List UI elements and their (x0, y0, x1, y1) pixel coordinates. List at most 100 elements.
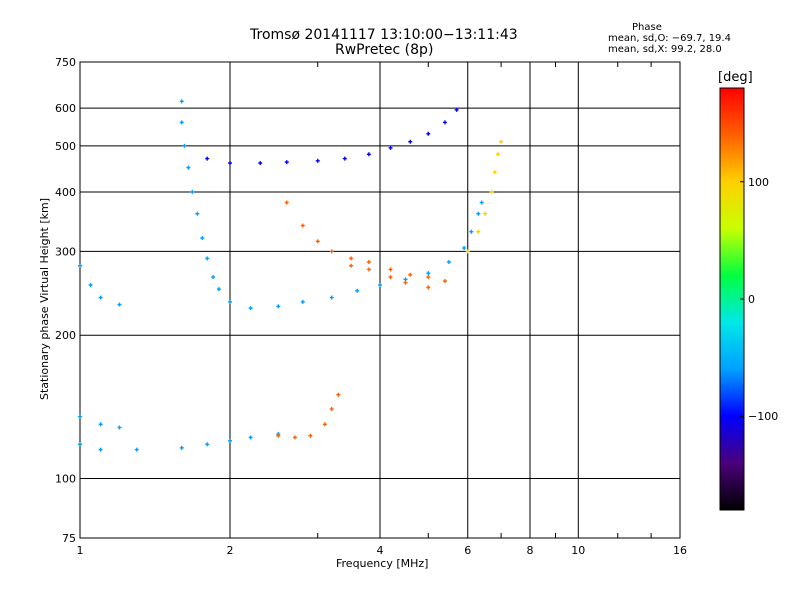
chart-title: Tromsø 20141117 13:10:00−13:11:43 (250, 27, 518, 43)
data-point (315, 158, 320, 163)
data-point (492, 170, 497, 175)
data-point (479, 200, 484, 205)
data-point (78, 414, 82, 419)
x-tick-label: 16 (673, 544, 687, 557)
data-point (200, 236, 205, 241)
data-point (190, 189, 195, 194)
data-point (336, 392, 341, 397)
colorbar-unit-label: [deg] (718, 70, 753, 85)
data-point (378, 283, 382, 288)
data-point (117, 302, 122, 307)
data-point (78, 263, 82, 268)
data-point (205, 442, 210, 447)
y-axis-label: Stationary phase Virtual Height [km] (38, 197, 51, 400)
data-point (284, 160, 289, 165)
data-point (276, 304, 281, 309)
data-point (349, 263, 354, 268)
data-point (292, 435, 297, 440)
y-tick-label: 400 (55, 186, 76, 199)
data-point (366, 152, 371, 157)
data-point (469, 229, 474, 234)
y-tick-label: 600 (55, 102, 76, 115)
data-point (495, 152, 500, 157)
y-tick-label: 500 (55, 140, 76, 153)
x-tick-label: 2 (227, 544, 234, 557)
y-tick-label: 300 (55, 245, 76, 258)
data-point (366, 267, 371, 272)
data-point (308, 433, 313, 438)
data-point (499, 139, 504, 144)
colorbar-tick-label: −100 (748, 410, 778, 423)
data-point (322, 422, 327, 427)
data-point (489, 189, 494, 194)
phase-stats-x: mean, sd,X: 99.2, 28.0 (608, 44, 722, 55)
data-point (228, 438, 232, 443)
y-tick-label: 100 (55, 473, 76, 486)
data-point (426, 275, 431, 280)
data-point (216, 287, 221, 292)
x-axis-label: Frequency [MHz] (336, 557, 429, 570)
data-point (228, 161, 232, 166)
data-point (300, 299, 305, 304)
data-point (355, 288, 360, 293)
y-tick-label: 75 (62, 532, 76, 545)
data-point (248, 306, 253, 311)
data-point (483, 211, 488, 216)
data-point (446, 260, 451, 265)
data-point (179, 99, 184, 104)
data-point (205, 256, 210, 261)
phase-stats-o: mean, sd,O: −69.7, 19.4 (608, 33, 731, 44)
phase-stats-title: Phase (632, 22, 662, 33)
data-point (179, 445, 184, 450)
data-point (195, 211, 200, 216)
data-point (388, 145, 393, 150)
data-point (366, 260, 371, 265)
data-point (465, 249, 470, 254)
data-point (442, 120, 447, 125)
data-point (329, 249, 334, 254)
data-point (315, 239, 320, 244)
data-point (98, 447, 103, 452)
data-point (179, 120, 184, 125)
chart-subtitle: RwPretec (8p) (335, 42, 434, 58)
data-point (329, 295, 334, 300)
data-point (205, 156, 210, 161)
data-point (186, 165, 191, 170)
data-point (88, 283, 93, 288)
colorbar-tick-label: 100 (748, 176, 769, 189)
x-tick-label: 6 (464, 544, 471, 557)
data-point (476, 229, 481, 234)
data-point (426, 285, 431, 290)
data-point (403, 280, 408, 285)
colorbar-tick-label: 0 (748, 293, 755, 306)
data-point (300, 223, 305, 228)
data-point (248, 435, 253, 440)
y-tick-label: 200 (55, 329, 76, 342)
data-point (454, 107, 459, 112)
x-tick-label: 8 (527, 544, 534, 557)
data-point (426, 271, 431, 276)
x-tick-label: 1 (77, 544, 84, 557)
data-point (426, 131, 431, 136)
data-point (408, 139, 413, 144)
data-point (211, 275, 216, 280)
data-point (462, 246, 467, 251)
x-tick-label: 4 (377, 544, 384, 557)
x-tick-label: 10 (571, 544, 585, 557)
data-point (98, 295, 103, 300)
data-point (182, 143, 187, 148)
data-point (329, 406, 334, 411)
data-point (284, 200, 289, 205)
data-point (442, 279, 447, 284)
data-point (78, 442, 82, 447)
data-point (134, 447, 139, 452)
data-point (258, 161, 263, 166)
data-point (117, 425, 122, 430)
data-point (276, 433, 281, 438)
data-point (98, 422, 103, 427)
data-point (408, 272, 413, 277)
data-point (388, 267, 393, 272)
data-point (228, 299, 232, 304)
